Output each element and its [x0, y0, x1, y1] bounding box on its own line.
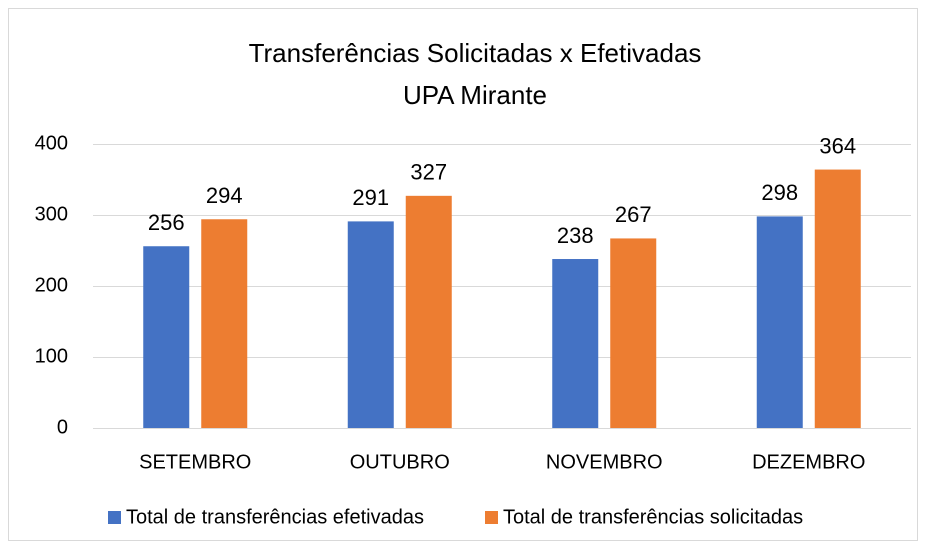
x-tick-label: DEZEMBRO: [752, 451, 865, 473]
legend-label: Total de transferências solicitadas: [503, 506, 803, 528]
y-tick-label: 0: [57, 416, 68, 438]
value-label: 298: [761, 180, 798, 205]
value-label: 291: [352, 185, 389, 210]
value-label: 256: [148, 210, 185, 235]
bar: [610, 238, 657, 428]
bar: [347, 221, 394, 428]
y-tick-label: 300: [35, 203, 68, 225]
bar: [201, 219, 248, 428]
bar: [552, 259, 599, 428]
bar: [756, 216, 803, 428]
chart-subtitle: UPA Mirante: [403, 80, 547, 110]
value-label: 294: [206, 183, 243, 208]
x-tick-label: SETEMBRO: [139, 451, 251, 473]
bar: [143, 246, 190, 428]
y-tick-label: 100: [35, 345, 68, 367]
legend-label: Total de transferências efetivadas: [126, 506, 424, 528]
y-tick-label: 200: [35, 274, 68, 296]
value-label: 267: [615, 202, 652, 227]
value-label: 364: [819, 133, 856, 158]
legend-swatch: [108, 511, 121, 524]
value-label: 327: [410, 160, 447, 185]
x-tick-label: OUTUBRO: [350, 451, 450, 473]
y-tick-label: 400: [35, 132, 68, 154]
chart-title: Transferências Solicitadas x Efetivadas: [249, 38, 702, 68]
legend-swatch: [485, 511, 498, 524]
bar: [814, 169, 861, 428]
x-tick-label: NOVEMBRO: [546, 451, 663, 473]
value-label: 238: [557, 223, 594, 248]
bar: [405, 195, 452, 428]
